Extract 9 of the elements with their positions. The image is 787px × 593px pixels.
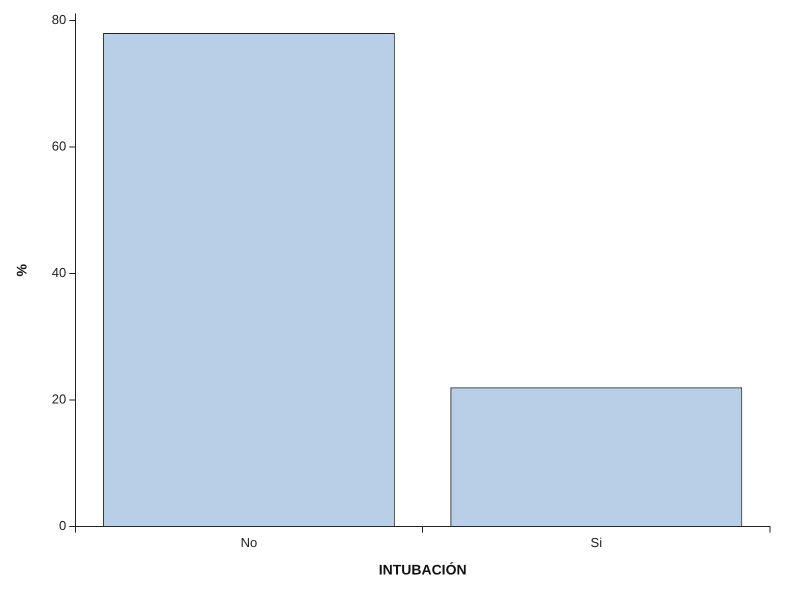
y-tick-label: 80 xyxy=(52,12,66,27)
y-tick-label: 60 xyxy=(52,138,66,154)
y-tick-label: 40 xyxy=(52,265,66,280)
x-tick-label: No xyxy=(240,534,258,550)
x-axis-title: INTUBACIÓN xyxy=(378,561,467,578)
y-tick-label: 0 xyxy=(59,518,66,534)
x-tick-label: Si xyxy=(590,534,602,550)
y-tick-label: 20 xyxy=(52,392,66,407)
y-axis-title: % xyxy=(13,264,30,277)
